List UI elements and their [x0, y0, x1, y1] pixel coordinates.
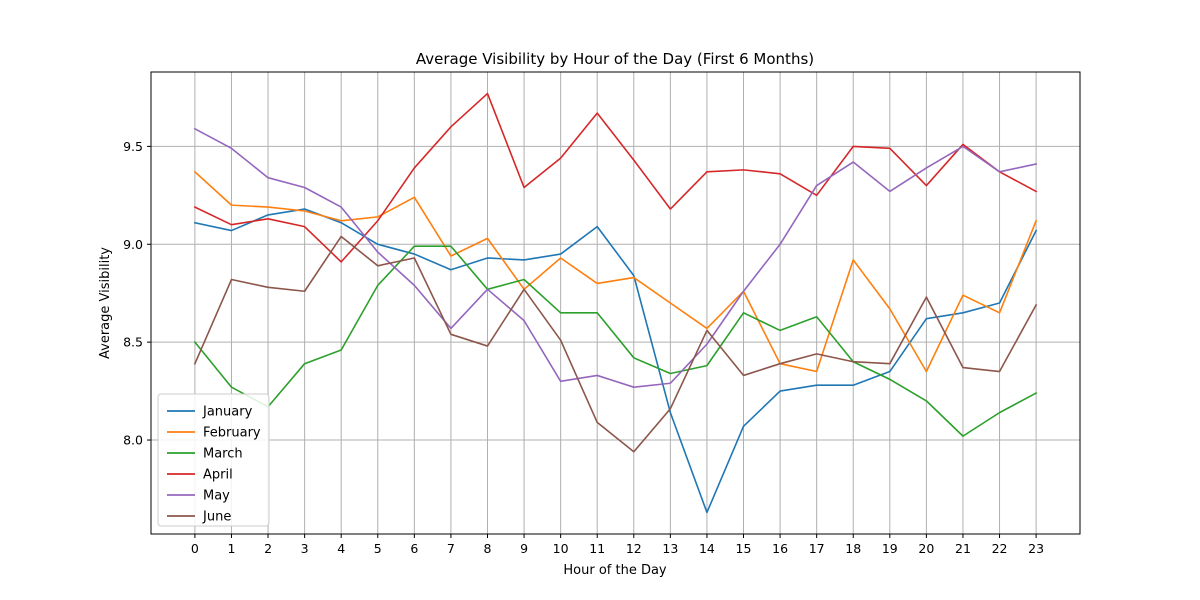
x-tick-label: 5 — [374, 541, 382, 556]
x-tick-label: 14 — [699, 541, 715, 556]
x-tick-label: 1 — [227, 541, 235, 556]
legend-label-may: May — [203, 489, 230, 504]
plot-frame — [150, 71, 1081, 535]
x-tick-label: 22 — [992, 541, 1008, 556]
legend: January February March April May June — [157, 393, 270, 527]
series-lines — [193, 92, 1038, 514]
y-tick-label: 8.5 — [123, 335, 143, 350]
x-tick-label: 17 — [809, 541, 825, 556]
x-tick-label: 23 — [1028, 541, 1044, 556]
legend-label-june: June — [202, 510, 231, 525]
grid-lines — [151, 72, 1080, 534]
x-tick-label: 0 — [191, 541, 199, 556]
series-line-january — [193, 208, 1038, 514]
x-tick-label: 2 — [264, 541, 272, 556]
x-tick-label: 9 — [520, 541, 528, 556]
x-tick-label: 10 — [553, 541, 569, 556]
series-line-june — [193, 235, 1038, 453]
x-tick-label: 12 — [626, 541, 642, 556]
series-line-may — [193, 127, 1038, 388]
x-tick-label: 4 — [337, 541, 345, 556]
x-axis-label: Hour of the Day — [563, 563, 667, 578]
legend-box — [157, 393, 270, 527]
x-tick-label: 13 — [662, 541, 678, 556]
x-tick-label: 18 — [845, 541, 861, 556]
series-line-february — [193, 170, 1038, 373]
x-tick-label: 3 — [301, 541, 309, 556]
series-line-march — [193, 245, 1038, 437]
x-tick-label: 16 — [772, 541, 788, 556]
x-tick-label: 15 — [736, 541, 752, 556]
legend-label-march: March — [203, 447, 243, 462]
y-axis-label: Average Visibility — [98, 247, 113, 359]
y-tick-label: 9.0 — [123, 237, 143, 252]
x-tick-label: 6 — [410, 541, 418, 556]
x-tick-label: 20 — [918, 541, 934, 556]
series-line-april — [193, 92, 1038, 263]
x-tick-label: 11 — [589, 541, 605, 556]
x-tick-label: 21 — [955, 541, 971, 556]
chart-title: Average Visibility by Hour of the Day (F… — [416, 50, 814, 68]
legend-label-april: April — [203, 468, 233, 483]
x-tick-label: 19 — [882, 541, 898, 556]
x-tick-label: 8 — [484, 541, 492, 556]
y-tick-label: 8.0 — [123, 433, 143, 448]
x-tick-label: 7 — [447, 541, 455, 556]
x-axis-ticks: 0 1 2 3 4 5 6 7 8 9 10 11 12 13 14 15 16 17 18 19 20 21 22 23 — [191, 534, 1044, 556]
y-axis-ticks: 8.0 8.5 9.0 9.5 — [123, 139, 151, 448]
legend-label-february: February — [203, 426, 261, 441]
legend-label-january: January — [202, 405, 253, 420]
y-tick-label: 9.5 — [123, 139, 143, 154]
